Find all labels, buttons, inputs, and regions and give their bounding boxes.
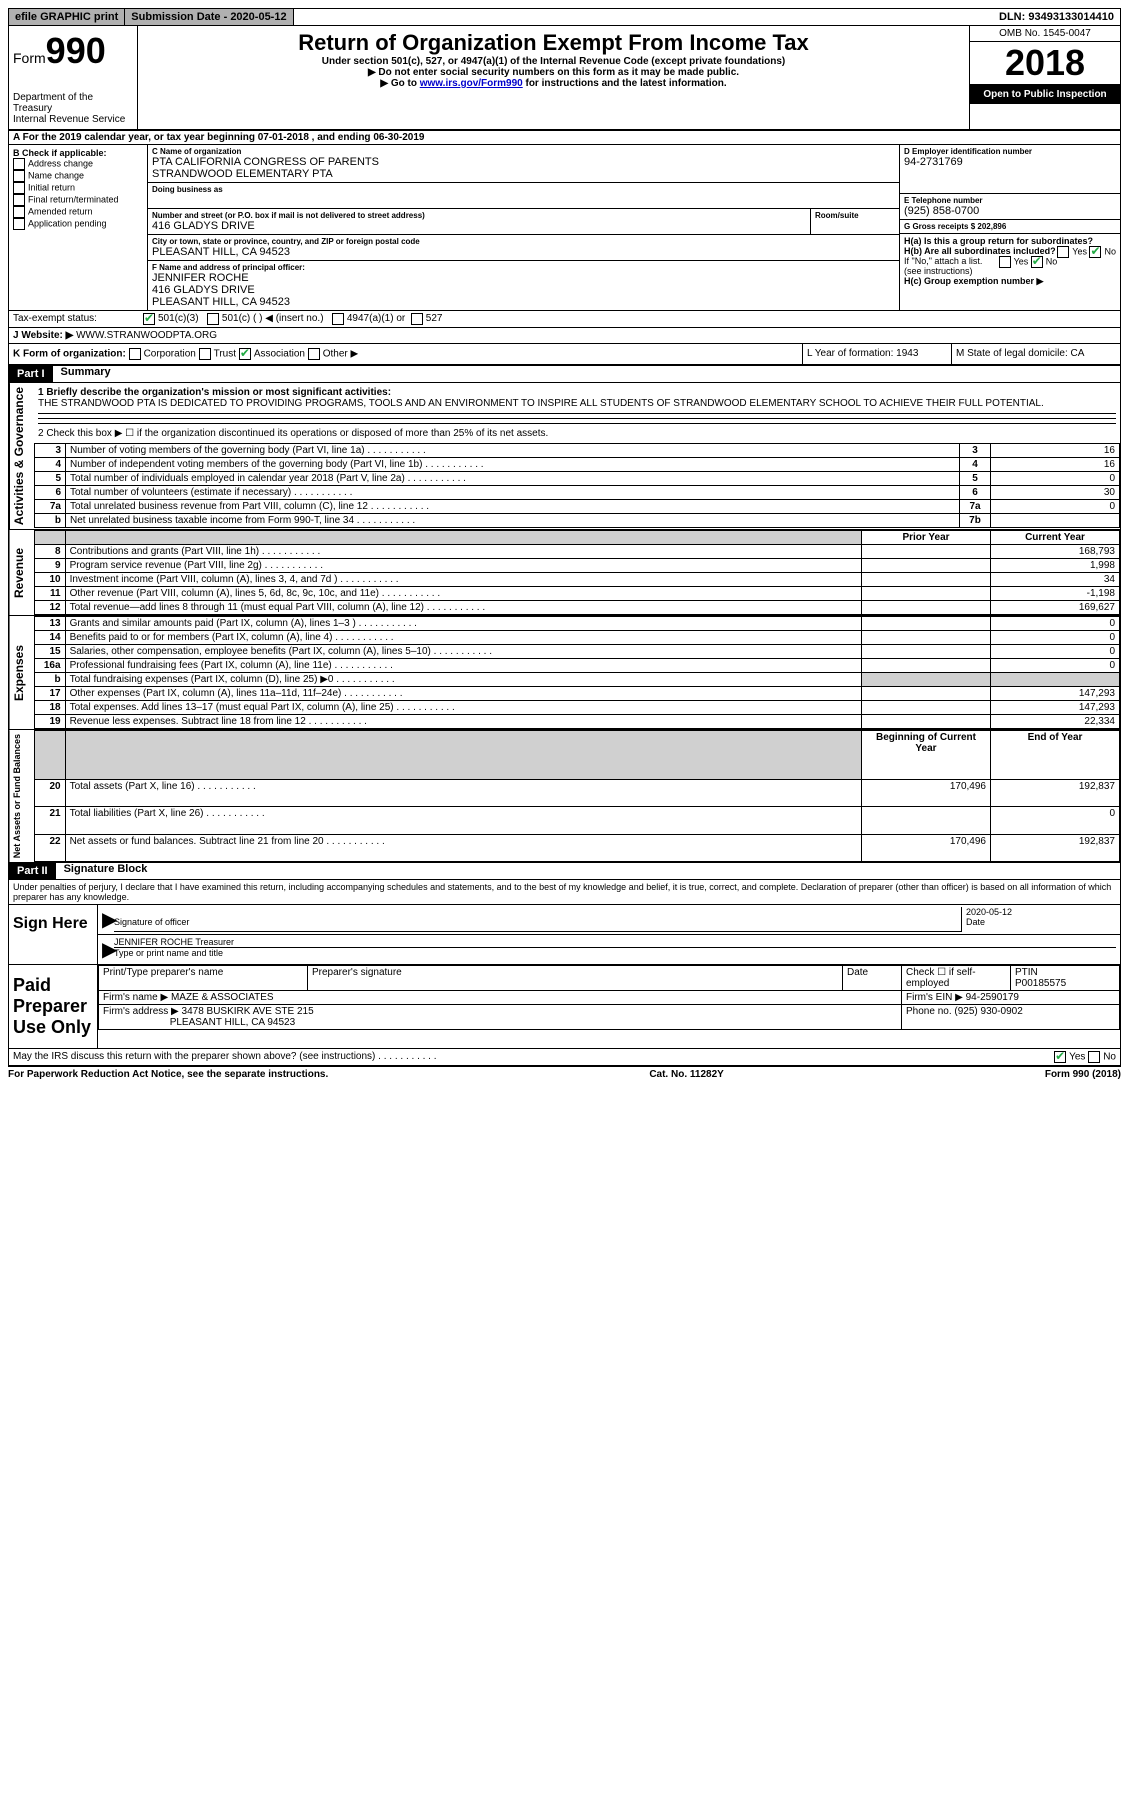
other-check[interactable]: [308, 348, 320, 360]
form-title: Return of Organization Exempt From Incom…: [142, 30, 965, 56]
irs-label: Internal Revenue Service: [13, 114, 133, 125]
sign-here-block: Sign Here ▶ Signature of officer 2020-05…: [8, 905, 1121, 965]
527-check[interactable]: [411, 313, 423, 325]
name-change-check[interactable]: [13, 170, 25, 182]
gross-receipts: G Gross receipts $ 202,896: [900, 220, 1120, 234]
exp-table: 13Grants and similar amounts paid (Part …: [34, 616, 1120, 729]
omb-label: OMB No. 1545-0047: [970, 26, 1120, 42]
form-org-k: K Form of organization: Corporation Trus…: [9, 344, 803, 364]
paid-preparer-block: Paid Preparer Use Only Print/Type prepar…: [8, 965, 1121, 1049]
line2-text: 2 Check this box ▶ ☐ if the organization…: [38, 428, 1116, 439]
tax-exempt-row: Tax-exempt status: 501(c)(3) 501(c) ( ) …: [8, 311, 1121, 328]
firm-ein: 94-2590179: [966, 992, 1019, 1003]
block-b: B Check if applicable: Address change Na…: [9, 145, 148, 310]
discuss-row: May the IRS discuss this return with the…: [8, 1049, 1121, 1067]
efile-print-btn[interactable]: efile GRAPHIC print: [9, 9, 125, 25]
trust-check[interactable]: [199, 348, 211, 360]
addr-change-check[interactable]: [13, 158, 25, 170]
ha-no[interactable]: [1089, 246, 1101, 258]
firm-name: MAZE & ASSOCIATES: [171, 992, 274, 1003]
year-formation: L Year of formation: 1943: [803, 344, 952, 364]
amended-check[interactable]: [13, 206, 25, 218]
form-number: Form990: [13, 30, 133, 72]
ein-value: 94-2731769: [904, 156, 1116, 168]
net-label: Net Assets or Fund Balances: [9, 730, 34, 862]
final-return-check[interactable]: [13, 194, 25, 206]
rev-table: Prior YearCurrent Year8Contributions and…: [34, 530, 1120, 615]
period-line: A For the 2019 calendar year, or tax yea…: [8, 131, 1121, 145]
rev-label: Revenue: [9, 530, 34, 615]
penalty-text: Under penalties of perjury, I declare th…: [8, 880, 1121, 905]
net-table: Beginning of Current YearEnd of Year20To…: [34, 730, 1120, 862]
website-row: J Website: ▶ WWW.STRANWOODPTA.ORG: [8, 328, 1121, 344]
expenses-section: Expenses 13Grants and similar amounts pa…: [8, 616, 1121, 730]
top-bar: efile GRAPHIC print Submission Date - 20…: [8, 8, 1121, 26]
page-footer: For Paperwork Reduction Act Notice, see …: [8, 1067, 1121, 1080]
initial-return-check[interactable]: [13, 182, 25, 194]
org-name2: STRANDWOOD ELEMENTARY PTA: [152, 168, 895, 180]
form-subtitle1: Under section 501(c), 527, or 4947(a)(1)…: [142, 56, 965, 67]
form-subtitle3: ▶ Go to www.irs.gov/Form990 for instruct…: [142, 78, 965, 89]
app-pending-check[interactable]: [13, 218, 25, 230]
gov-section: Activities & Governance 1 Briefly descri…: [8, 383, 1121, 530]
ptin-value: P00185575: [1015, 978, 1066, 989]
submission-date-btn[interactable]: Submission Date - 2020-05-12: [125, 9, 293, 25]
org-name1: PTA CALIFORNIA CONGRESS OF PARENTS: [152, 156, 895, 168]
street-addr: 416 GLADYS DRIVE: [152, 220, 806, 232]
corp-check[interactable]: [129, 348, 141, 360]
state-domicile: M State of legal domicile: CA: [952, 344, 1120, 364]
sign-here-label: Sign Here: [9, 905, 98, 964]
phone-value: (925) 858-0700: [904, 205, 1116, 217]
gov-table: 3Number of voting members of the governi…: [34, 443, 1120, 528]
assoc-check[interactable]: [239, 348, 251, 360]
discuss-no[interactable]: [1088, 1051, 1100, 1063]
preparer-phone: (925) 930-0902: [954, 1006, 1022, 1017]
officer-name: JENNIFER ROCHE Treasurer: [114, 937, 1116, 948]
discuss-yes[interactable]: [1054, 1051, 1066, 1063]
501c-check[interactable]: [207, 313, 219, 325]
part1-header: Part I: [9, 366, 53, 382]
open-inspection: Open to Public Inspection: [970, 85, 1120, 104]
tax-year: 2018: [970, 42, 1120, 85]
paid-label: Paid Preparer Use Only: [9, 965, 98, 1048]
form-header: Form990 Department of the Treasury Inter…: [8, 26, 1121, 131]
hb-no[interactable]: [1031, 256, 1043, 268]
mission-text: THE STRANDWOOD PTA IS DEDICATED TO PROVI…: [38, 398, 1116, 409]
block-f: F Name and address of principal officer:…: [148, 261, 899, 310]
netassets-section: Net Assets or Fund Balances Beginning of…: [8, 730, 1121, 863]
revenue-section: Revenue Prior YearCurrent Year8Contribut…: [8, 530, 1121, 616]
gov-label: Activities & Governance: [9, 383, 34, 529]
part2-title: Signature Block: [56, 863, 148, 879]
exp-label: Expenses: [9, 616, 34, 729]
block-d: D Employer identification number 94-2731…: [899, 145, 1120, 310]
part2-header: Part II: [9, 863, 56, 879]
dept-label: Department of the Treasury: [13, 92, 133, 114]
dln-label: DLN: 93493133014410: [993, 9, 1120, 25]
block-c: C Name of organization PTA CALIFORNIA CO…: [148, 145, 899, 310]
501c3-check[interactable]: [143, 313, 155, 325]
form990-link[interactable]: www.irs.gov/Form990: [420, 78, 523, 89]
hb-yes[interactable]: [999, 256, 1011, 268]
ha-yes[interactable]: [1057, 246, 1069, 258]
sign-date: 2020-05-12: [966, 907, 1116, 917]
part1-title: Summary: [53, 366, 111, 382]
form-subtitle2: ▶ Do not enter social security numbers o…: [142, 67, 965, 78]
website-value: WWW.STRANWOODPTA.ORG: [76, 330, 217, 341]
firm-addr: 3478 BUSKIRK AVE STE 215: [182, 1006, 314, 1017]
city-state-zip: PLEASANT HILL, CA 94523: [152, 246, 895, 258]
4947-check[interactable]: [332, 313, 344, 325]
